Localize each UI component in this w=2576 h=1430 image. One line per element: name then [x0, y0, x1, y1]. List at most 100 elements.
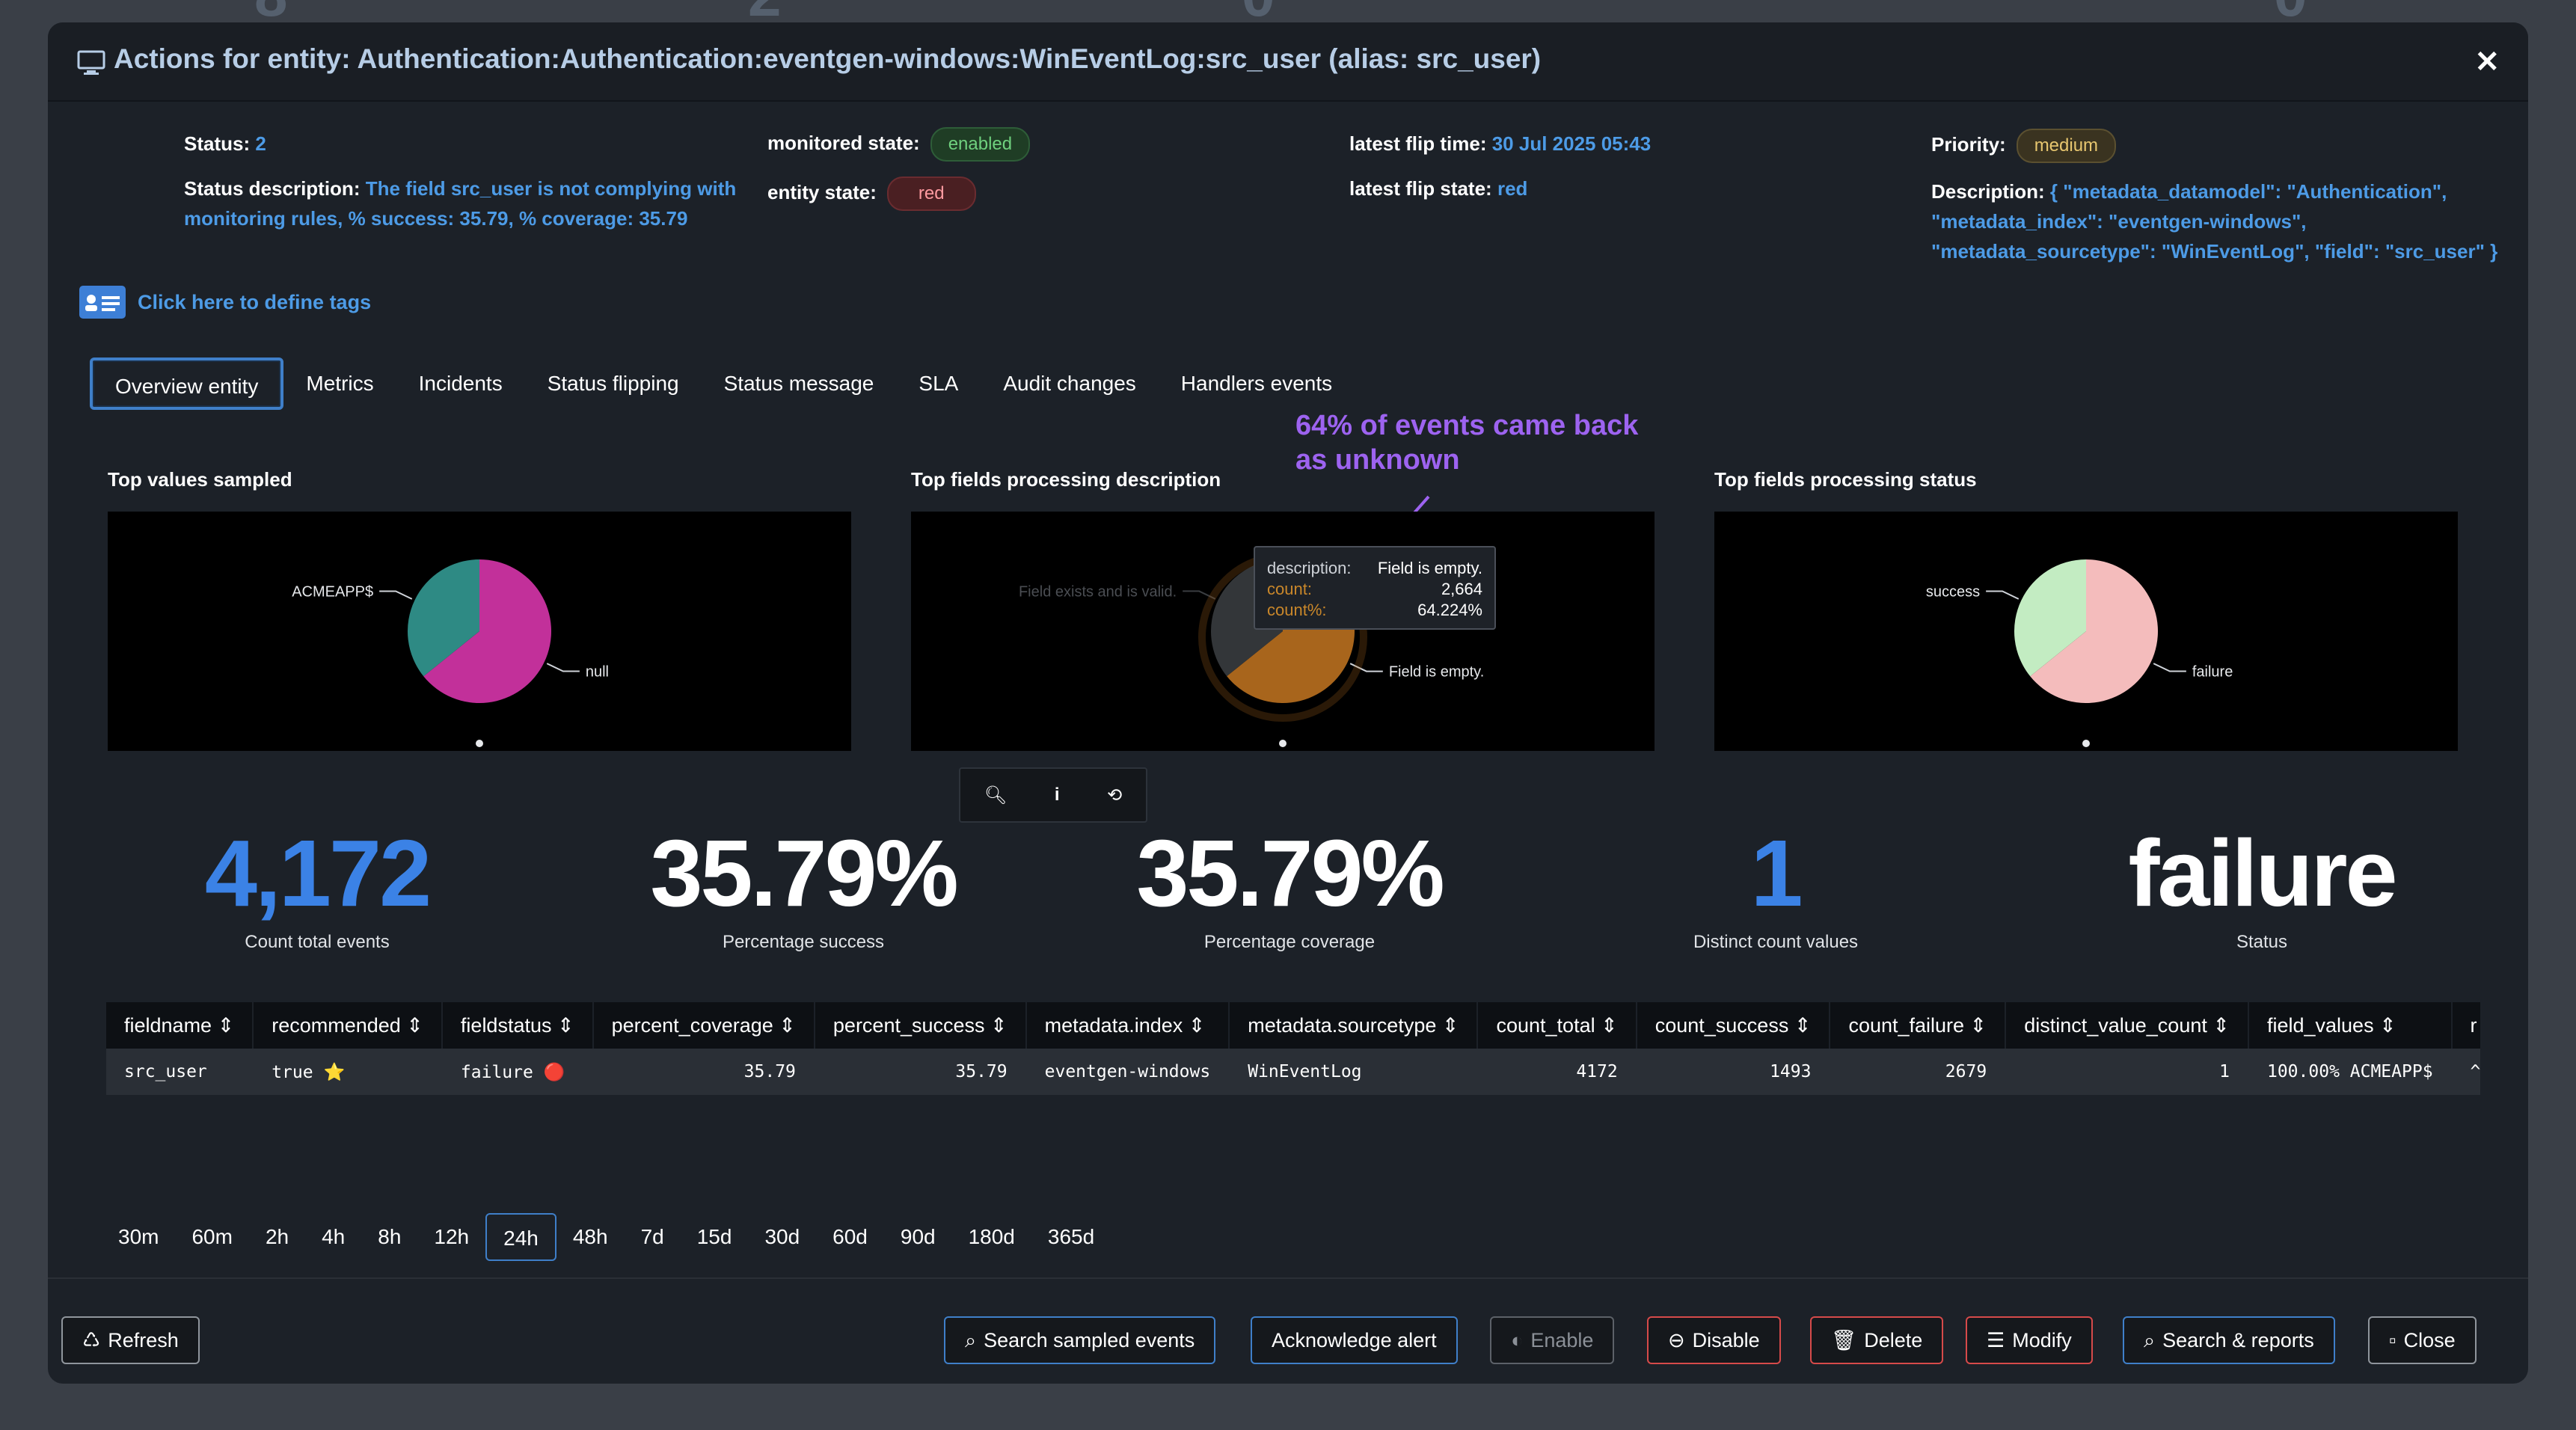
tab-status-flipping[interactable]: Status flipping [547, 372, 679, 395]
kpi-value: 35.79% [1136, 820, 1444, 926]
search-reports-button[interactable]: ⌕ Search & reports [2123, 1316, 2335, 1364]
flip-state-label: latest flip state: [1349, 177, 1492, 200]
tab-status-message[interactable]: Status message [723, 372, 874, 395]
status-description-value-2: monitoring rules, % success: 35.79, % co… [184, 207, 688, 230]
description-label: Description: [1931, 180, 2045, 203]
delete-label: Delete [1864, 1329, 1923, 1351]
search-sampled-events-label: Search sampled events [984, 1329, 1195, 1351]
column-header-metadata-sourcetype[interactable]: metadata.sourcetype ⇕ [1229, 1002, 1479, 1049]
range-48h[interactable]: 48h [572, 1225, 608, 1248]
range-15d[interactable]: 15d [696, 1225, 732, 1248]
cell-distinct-value-count: 1 [2005, 1049, 2249, 1095]
chart-title-top-values: Top values sampled [108, 468, 292, 491]
pie-slice[interactable] [423, 559, 551, 703]
annotation-text: 64% of events came back as unknown [1295, 408, 1714, 477]
cell-count-success: 1493 [1636, 1049, 1831, 1095]
time-range-selector: 30m 60m 2h 4h 8h 12h 24h 48h 7d 15d 30d … [102, 1213, 1111, 1261]
column-header-fieldname[interactable]: fieldname ⇕ [106, 1002, 254, 1049]
column-header-percent-coverage[interactable]: percent_coverage ⇕ [592, 1002, 815, 1049]
entity-state-label: entity state: [767, 180, 877, 203]
chart-title-processing-status: Top fields processing status [1714, 468, 1977, 491]
pagination-dot[interactable] [476, 740, 483, 747]
range-180d[interactable]: 180d [968, 1225, 1015, 1248]
acknowledge-alert-button[interactable]: Acknowledge alert [1251, 1316, 1458, 1364]
pie-label-line [546, 663, 580, 672]
refresh-label: Refresh [108, 1329, 179, 1351]
tab-overview-entity[interactable]: Overview entity [90, 358, 284, 410]
info-icon[interactable]: i [1054, 785, 1060, 805]
priority-badge: medium [2016, 129, 2117, 163]
description-value-2: "metadata_index": "eventgen-windows", [1931, 210, 2307, 233]
tab-audit-changes[interactable]: Audit changes [1003, 372, 1136, 395]
range-60m[interactable]: 60m [191, 1225, 233, 1248]
delete-button[interactable]: 🗑︎ Delete [1810, 1316, 1944, 1364]
tooltip-count-value: 2,664 [1441, 580, 1482, 598]
tab-incidents[interactable]: Incidents [418, 372, 503, 395]
chart-title-processing-description: Top fields processing description [911, 468, 1221, 491]
modal-title: Actions for entity: Authentication:Authe… [114, 43, 1542, 74]
tab-bar: Overview entity Metrics Incidents Status… [90, 358, 1355, 410]
pagination-dot[interactable] [1279, 740, 1287, 747]
range-90d[interactable]: 90d [900, 1225, 936, 1248]
acknowledge-alert-label: Acknowledge alert [1272, 1329, 1437, 1351]
close-button[interactable]: ▫ Close [2368, 1316, 2477, 1364]
cell-truncated: ^ [2451, 1049, 2480, 1095]
table-header-row: fieldname ⇕ recommended ⇕ fieldstatus ⇕ … [106, 1002, 2480, 1049]
column-header-percent-success[interactable]: percent_success ⇕ [814, 1002, 1027, 1049]
disable-button[interactable]: ⊖ Disable [1647, 1316, 1781, 1364]
pagination-dot[interactable] [2082, 740, 2090, 747]
zoom-icon[interactable]: 🔍︎ [984, 785, 1008, 805]
monitored-state-badge: enabled [930, 127, 1031, 162]
kpi-caption: Distinct count values [1693, 932, 1859, 952]
kpi-status: failure Status [2067, 826, 2456, 953]
range-24h[interactable]: 24h [485, 1213, 556, 1261]
pie-chart-top-values: null ACMEAPP$ [292, 559, 609, 747]
pie-label-line [1183, 590, 1216, 600]
column-header-count-total[interactable]: count_total ⇕ [1477, 1002, 1637, 1049]
define-tags-link[interactable]: Click here to define tags [79, 284, 371, 320]
range-365d[interactable]: 365d [1047, 1225, 1095, 1248]
range-30d[interactable]: 30d [764, 1225, 800, 1248]
column-header-count-success[interactable]: count_success ⇕ [1636, 1002, 1831, 1049]
range-60d[interactable]: 60d [832, 1225, 868, 1248]
range-4h[interactable]: 4h [322, 1225, 346, 1248]
pie-slice-label: Field is empty. [1389, 664, 1484, 681]
pie-slice[interactable] [2014, 559, 2086, 677]
column-header-recommended[interactable]: recommended ⇕ [253, 1002, 443, 1049]
column-header-count-failure[interactable]: count_failure ⇕ [1830, 1002, 2007, 1049]
cell-metadata-index: eventgen-windows [1025, 1049, 1230, 1095]
refresh-button[interactable]: ♺ Refresh [61, 1316, 200, 1364]
annotation-line-1: 64% of events came back [1295, 410, 1639, 441]
pie-slice[interactable] [2030, 559, 2158, 703]
range-30m[interactable]: 30m [118, 1225, 159, 1248]
description-value-3: "metadata_sourcetype": "WinEventLog", "f… [1931, 240, 2498, 263]
close-icon[interactable]: ✕ [2474, 46, 2500, 79]
table-row[interactable]: src_user true ⭐ failure 🔴 35.79 35.79 ev… [106, 1049, 2480, 1095]
modify-button[interactable]: ☰ Modify [1966, 1316, 2093, 1364]
status-label: Status: [184, 132, 251, 155]
column-header-field-values[interactable]: field_values ⇕ [2248, 1002, 2453, 1049]
enable-button[interactable]: ◐ Enable [1490, 1316, 1615, 1364]
define-tags-label: Click here to define tags [138, 290, 372, 313]
pie-slice[interactable] [407, 559, 479, 677]
column-header-fieldstatus[interactable]: fieldstatus ⇕ [441, 1002, 594, 1049]
range-2h[interactable]: 2h [265, 1225, 289, 1248]
column-header-distinct-value-count[interactable]: distinct_value_count ⇕ [2005, 1002, 2249, 1049]
column-header-metadata-index[interactable]: metadata.index ⇕ [1025, 1002, 1230, 1049]
square-icon: ▫ [2389, 1329, 2396, 1351]
range-8h[interactable]: 8h [378, 1225, 402, 1248]
tab-sla[interactable]: SLA [919, 372, 959, 395]
reset-icon[interactable]: ⟲ [1107, 785, 1123, 805]
tab-metrics[interactable]: Metrics [306, 372, 374, 395]
chart-top-values: null ACMEAPP$ [108, 512, 851, 751]
range-12h[interactable]: 12h [434, 1225, 470, 1248]
tab-handlers-events[interactable]: Handlers events [1180, 372, 1333, 395]
pie-label-line [2153, 663, 2186, 672]
range-7d[interactable]: 7d [640, 1225, 664, 1248]
cell-field-values: 100.00% ACMEAPP$ [2248, 1049, 2453, 1095]
modal-header: Actions for entity: Authentication:Authe… [48, 22, 2528, 102]
search-sampled-events-button[interactable]: ⌕ Search sampled events [944, 1316, 1216, 1364]
pie-slice-label: failure [2192, 664, 2233, 681]
entity-actions-modal: Actions for entity: Authentication:Authe… [48, 22, 2528, 1384]
column-header-truncated[interactable]: r [2451, 1002, 2480, 1049]
